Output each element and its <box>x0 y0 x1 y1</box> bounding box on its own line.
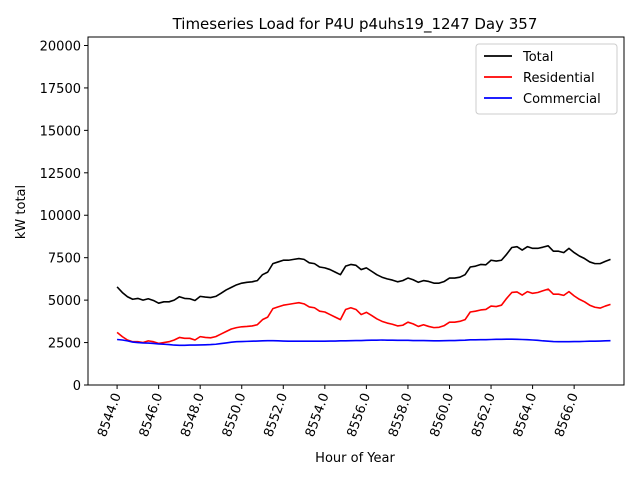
y-tick-label: 2500 <box>48 337 81 352</box>
legend-label-total: Total <box>522 50 553 65</box>
y-tick-label: 10000 <box>40 209 81 224</box>
y-tick-label: 20000 <box>40 39 81 54</box>
y-tick-label: 5000 <box>48 294 81 309</box>
chart-title: Timeseries Load for P4U p4uhs19_1247 Day… <box>172 15 538 34</box>
legend-label-commercial: Commercial <box>523 92 601 107</box>
y-tick-label: 15000 <box>40 124 81 139</box>
plot-area <box>87 36 625 386</box>
y-tick-label: 12500 <box>40 167 81 182</box>
legend: Total Residential Commercial <box>475 43 618 115</box>
series-line-commercial <box>117 338 611 347</box>
x-axis-title: Hour of Year <box>315 451 395 466</box>
series-line-residential <box>116 288 611 345</box>
y-axis-title: kW total <box>14 185 29 239</box>
y-tick-label: 17500 <box>40 82 81 97</box>
axes-frame <box>87 36 625 386</box>
legend-box <box>475 43 618 115</box>
y-axis: 0 2500 5000 7500 10000 12500 15000 17500 20000 <box>40 39 88 394</box>
y-tick-label: 7500 <box>48 252 81 267</box>
series-line-total <box>116 245 611 304</box>
legend-label-residential: Residential <box>523 71 595 86</box>
series-layer <box>116 245 611 347</box>
y-tick-label: 0 <box>73 379 81 394</box>
